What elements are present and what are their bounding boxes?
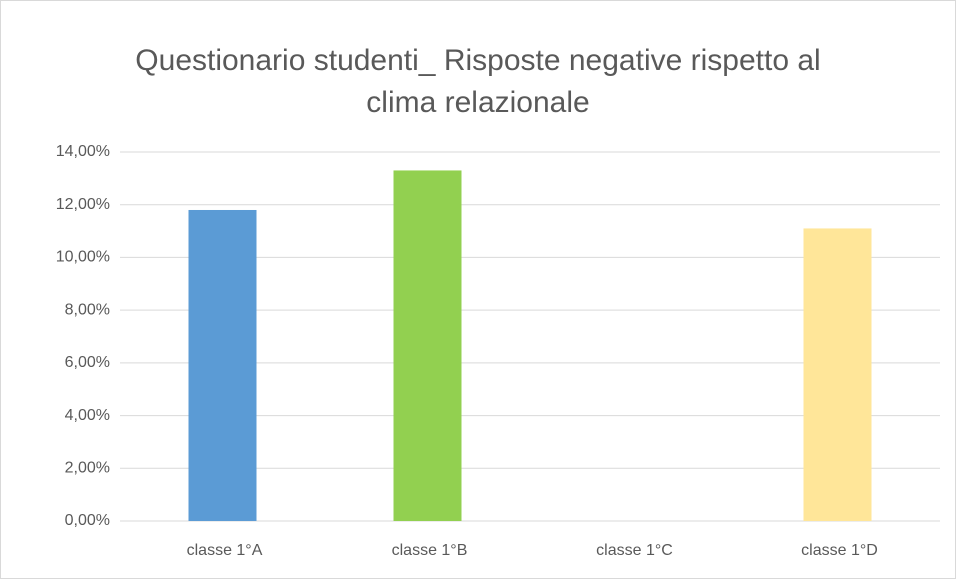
y-tick-label: 0,00% [65, 512, 110, 529]
y-tick-label: 14,00% [56, 143, 110, 160]
x-tick-label: classe 1°A [187, 542, 263, 559]
y-tick-label: 12,00% [56, 196, 110, 213]
chart-title: Questionario studenti_ Risposte negative… [135, 44, 821, 119]
x-tick-label: classe 1°C [596, 542, 673, 559]
bar [803, 228, 872, 521]
x-tick-label: classe 1°D [801, 542, 878, 559]
y-tick-label: 10,00% [56, 249, 110, 266]
y-tick-label: 4,00% [65, 407, 110, 424]
bar [393, 170, 462, 521]
y-tick-label: 2,00% [65, 460, 110, 477]
x-tick-label: classe 1°B [392, 542, 468, 559]
y-tick-label: 6,00% [65, 354, 110, 371]
bar [188, 209, 257, 521]
y-tick-label: 8,00% [65, 301, 110, 318]
